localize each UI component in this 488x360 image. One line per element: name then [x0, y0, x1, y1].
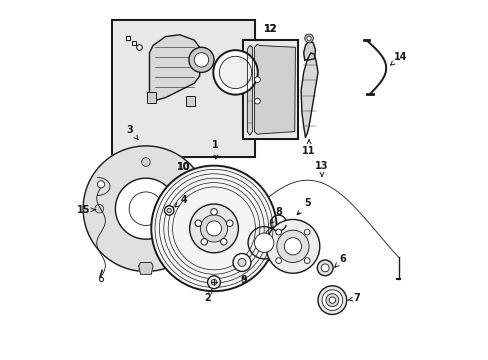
Polygon shape	[301, 53, 317, 137]
Circle shape	[321, 264, 328, 272]
Circle shape	[304, 34, 313, 42]
Circle shape	[254, 98, 260, 104]
Circle shape	[238, 258, 245, 266]
Circle shape	[206, 221, 221, 236]
Circle shape	[129, 192, 163, 225]
Circle shape	[276, 230, 308, 262]
Circle shape	[328, 297, 335, 303]
Circle shape	[226, 220, 233, 226]
Bar	[147, 92, 156, 103]
Text: 4: 4	[175, 195, 187, 207]
Circle shape	[211, 279, 217, 285]
Circle shape	[213, 50, 257, 95]
Circle shape	[317, 286, 346, 315]
Circle shape	[142, 158, 150, 166]
Text: 14: 14	[390, 52, 407, 65]
Text: 8: 8	[270, 207, 282, 224]
Text: 9: 9	[240, 275, 246, 285]
Text: 10: 10	[177, 162, 190, 172]
Text: 10: 10	[177, 162, 190, 172]
Text: 2: 2	[204, 290, 211, 303]
Circle shape	[304, 229, 309, 235]
Circle shape	[201, 239, 207, 245]
Circle shape	[322, 290, 342, 310]
Circle shape	[317, 260, 332, 276]
Text: 11: 11	[302, 140, 315, 156]
Circle shape	[275, 258, 281, 264]
Text: 5: 5	[297, 198, 310, 215]
Circle shape	[220, 239, 226, 245]
Circle shape	[275, 229, 281, 235]
Polygon shape	[139, 262, 153, 274]
Bar	[186, 96, 195, 107]
Polygon shape	[247, 45, 252, 135]
Circle shape	[164, 206, 174, 215]
Circle shape	[306, 36, 310, 41]
Circle shape	[265, 220, 319, 273]
Polygon shape	[303, 41, 315, 60]
Bar	[113, 22, 253, 155]
Polygon shape	[149, 35, 199, 101]
Polygon shape	[254, 44, 295, 134]
Circle shape	[254, 77, 260, 82]
Circle shape	[210, 208, 217, 215]
Polygon shape	[83, 146, 204, 271]
Circle shape	[188, 47, 214, 72]
Circle shape	[97, 181, 104, 188]
Bar	[242, 40, 298, 139]
Text: 6: 6	[334, 254, 346, 267]
Circle shape	[254, 233, 273, 252]
Circle shape	[207, 276, 220, 289]
Text: 1: 1	[212, 140, 219, 159]
Bar	[112, 21, 255, 157]
Circle shape	[95, 204, 103, 213]
Bar	[244, 41, 296, 137]
Circle shape	[284, 238, 301, 255]
Circle shape	[233, 253, 250, 271]
Text: 3: 3	[126, 125, 138, 139]
Text: 12: 12	[263, 24, 277, 35]
Text: 13: 13	[315, 161, 328, 176]
Circle shape	[325, 294, 338, 307]
Text: 12: 12	[263, 24, 277, 35]
Text: 15: 15	[76, 205, 95, 215]
Circle shape	[247, 226, 280, 259]
Circle shape	[167, 208, 171, 213]
Circle shape	[151, 166, 276, 291]
Circle shape	[200, 215, 227, 242]
Circle shape	[219, 56, 251, 89]
Text: 7: 7	[347, 293, 359, 303]
Circle shape	[189, 204, 238, 253]
Circle shape	[195, 220, 201, 226]
Circle shape	[304, 258, 309, 264]
Circle shape	[194, 53, 208, 67]
